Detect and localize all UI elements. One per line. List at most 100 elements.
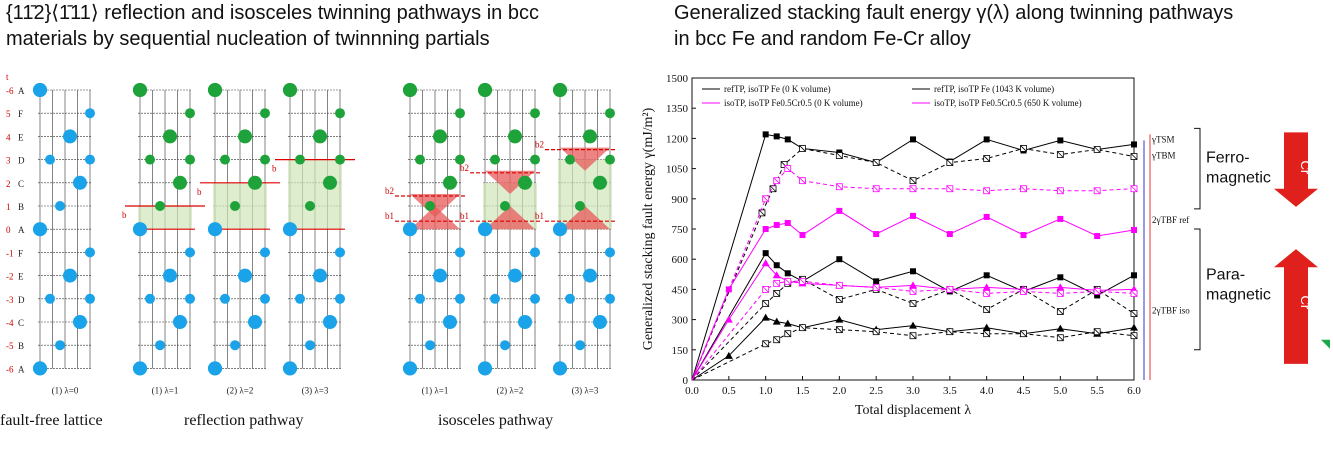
atom [248, 315, 262, 329]
x-tick-label: 3.0 [906, 385, 920, 397]
layer-index-label: -5 [6, 341, 14, 351]
left-title: {11̄2}⟨1̄11⟩ reflection and isosceles tw… [6, 0, 646, 52]
data-point [772, 271, 781, 279]
data-point [784, 136, 791, 143]
legend-entry: refTP, isoTP Fe (0 K volume) [724, 84, 831, 94]
lattice-panel: b2 b1 (2) λ=2 [460, 83, 540, 395]
atom [295, 293, 305, 304]
panel-subtitle: (3) λ=3 [302, 385, 329, 395]
vector-b2-label: b2 [385, 186, 394, 196]
atom [575, 201, 585, 211]
atom [478, 83, 492, 97]
atom [220, 154, 230, 165]
y-tick-label: 1350 [666, 103, 689, 115]
atom [85, 154, 95, 165]
right-title: Generalized stacking fault energy γ(λ) a… [674, 0, 1314, 52]
data-point-cross [762, 300, 769, 307]
data-point-cross [983, 290, 990, 297]
atom [133, 83, 147, 97]
layer-index-label: -1 [6, 248, 14, 258]
data-point [761, 313, 770, 321]
data-point [725, 286, 732, 293]
atom [63, 129, 77, 144]
data-point-cross [784, 330, 792, 337]
data-point [724, 315, 733, 323]
data-point [909, 321, 917, 329]
magnetic-order-arrow [1321, 339, 1330, 349]
panel-subtitle: (2) λ=2 [497, 385, 524, 395]
atom [133, 222, 147, 237]
lattice-panel: b (2) λ=2 [197, 83, 280, 395]
atom [583, 129, 597, 144]
data-point-cross [872, 284, 880, 291]
label-para: Para- [1206, 266, 1245, 283]
lattice-panel: b (1) λ=1 [122, 83, 205, 395]
data-point-cross [909, 177, 917, 184]
data-point-cross [773, 280, 780, 287]
data-point [982, 323, 991, 331]
caption-isosceles: isosceles pathway [438, 412, 554, 429]
atom [455, 293, 465, 304]
vector-b1-label: b1 [460, 211, 469, 221]
red-triangle [560, 147, 610, 171]
data-point-cross [1093, 328, 1101, 335]
data-point [982, 283, 991, 291]
x-tick-label: 4.5 [1017, 385, 1031, 397]
y-tick-label: 1200 [666, 133, 689, 145]
y-tick-label: 150 [672, 345, 689, 357]
y-tick-label: 300 [672, 315, 689, 327]
data-point [773, 221, 780, 228]
y-axis-label: Generalized stacking fault energy γ(mJ/m… [641, 107, 656, 350]
data-point-cross [769, 185, 777, 193]
panel-subtitle: (1) λ=1 [422, 385, 449, 395]
atom [260, 247, 270, 258]
data-point-cross [773, 177, 780, 184]
data-point-cross [946, 328, 954, 335]
data-point [910, 212, 916, 219]
atom [605, 293, 615, 304]
atom [33, 361, 47, 376]
atom [565, 154, 575, 165]
left-title-line2: materials by sequential nucleation of tw… [6, 28, 490, 50]
data-point [773, 262, 780, 269]
layer-index-label: -6 [6, 364, 14, 374]
atom [185, 247, 195, 258]
layer-index-label: 4 [6, 132, 11, 142]
atom [145, 293, 155, 304]
lattice-panel: b (3) λ=3 [272, 83, 355, 395]
data-point-cross [983, 155, 990, 162]
left-title-line1: {11̄2}⟨1̄11⟩ reflection and isosceles tw… [6, 2, 539, 24]
layer-stack-label: E [18, 272, 24, 282]
gsfe-chart: 0.0 0.5 1.0 1.5 2.0 2.5 3.0 3.5 4.0 4.5 5.0 5.5 6.0 0… [641, 73, 1330, 418]
y-tick-label: 1050 [666, 164, 689, 176]
atom [518, 175, 532, 190]
series-line [691, 327, 1135, 381]
annotation-tsm: γTSM [1151, 134, 1174, 144]
atom [173, 315, 187, 329]
atom [433, 268, 447, 283]
x-axis-label: Total displacement λ [855, 403, 971, 418]
atom [478, 361, 492, 376]
atom [208, 83, 222, 97]
data-point [783, 319, 792, 327]
atom [45, 154, 55, 165]
data-point-cross [1057, 187, 1064, 195]
cr-label-2: Cr [1298, 295, 1313, 309]
data-point [784, 219, 791, 226]
atom [605, 154, 615, 165]
caption-reflection: reflection pathway [184, 412, 304, 429]
layer-stack-label: B [18, 202, 24, 212]
atom [335, 247, 345, 258]
x-tick-label: 0.0 [685, 385, 699, 397]
layer-index-label: -2 [6, 272, 14, 282]
x-tick-label: 1.5 [796, 385, 810, 397]
atom [455, 154, 465, 165]
data-point-cross [773, 336, 780, 344]
atom [295, 154, 305, 165]
t-axis-label: t [6, 72, 9, 82]
atom [55, 340, 65, 351]
data-point-cross [762, 340, 769, 348]
red-triangle [560, 206, 610, 230]
layer-stack-label: B [18, 341, 24, 351]
atom [85, 293, 95, 304]
